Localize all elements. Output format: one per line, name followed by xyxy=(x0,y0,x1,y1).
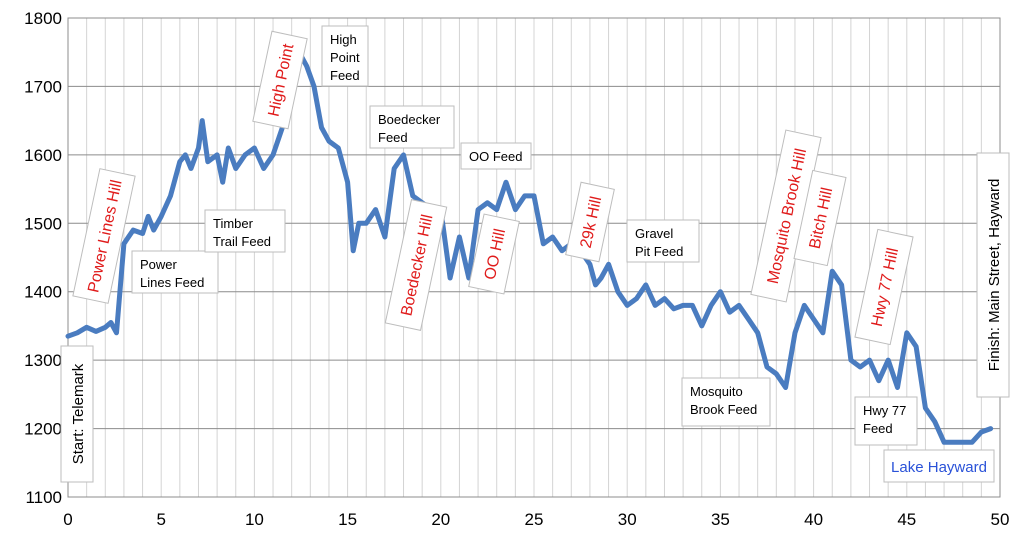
feed-box xyxy=(321,25,369,87)
feed-box xyxy=(131,250,219,294)
feed-box xyxy=(204,209,286,253)
feed-annotation: Power Lines Feed xyxy=(131,250,219,294)
hill-annotation: Boedecker Hill xyxy=(384,199,448,331)
start-label: Start: Telemark xyxy=(70,363,87,464)
hill-annotation: Bitch Hill xyxy=(793,169,847,267)
x-tick-label: 50 xyxy=(991,510,1010,529)
feed-annotation: Gravel Pit Feed xyxy=(626,219,700,263)
annotations: Power Lines Feed Timber Trail Feed High Point… xyxy=(60,25,1010,483)
feed-label: Gravel xyxy=(635,226,673,241)
y-tick-label: 1600 xyxy=(24,146,62,165)
series-line xyxy=(65,49,994,445)
feed-box xyxy=(626,219,700,263)
x-tick-label: 25 xyxy=(525,510,544,529)
feed-label: OO Feed xyxy=(469,149,522,164)
x-tick-label: 15 xyxy=(338,510,357,529)
x-tick-label: 30 xyxy=(618,510,637,529)
hill-box xyxy=(468,213,520,295)
feed-label: Point xyxy=(330,50,360,65)
feed-label: Trail Feed xyxy=(213,234,271,249)
feed-label: Feed xyxy=(863,421,893,436)
tick-labels: 1100 1200 1300 1400 1500 1600 1700 1800 0 5 10 15 20… xyxy=(24,9,1009,529)
feed-annotation: Mosquito Brook Feed xyxy=(681,377,771,427)
hill-annotation: Hwy 77 Hill xyxy=(854,228,914,346)
feed-annotation: Boedecker Feed xyxy=(369,105,455,149)
hill-box xyxy=(252,30,308,130)
y-tick-label: 1500 xyxy=(24,214,62,233)
x-tick-label: 45 xyxy=(897,510,916,529)
start-annotation: Start: Telemark xyxy=(60,345,94,483)
hill-annotation: 29k Hill xyxy=(565,181,615,263)
y-tick-label: 1700 xyxy=(24,77,62,96)
feed-label: Lines Feed xyxy=(140,275,204,290)
lake-box xyxy=(883,449,995,483)
feed-box xyxy=(681,377,771,427)
hill-box xyxy=(793,169,847,267)
x-tick-label: 40 xyxy=(804,510,823,529)
lake-label: Lake Hayward xyxy=(891,459,987,476)
feed-annotation: High Point Feed xyxy=(321,25,369,87)
feed-annotation: OO Feed xyxy=(460,142,532,170)
feed-annotation: Hwy 77 Feed xyxy=(854,396,918,446)
feed-label: Pit Feed xyxy=(635,244,683,259)
feed-label: Feed xyxy=(330,68,360,83)
finish-label: Finish: Main Street, Hayward xyxy=(986,179,1003,372)
hill-box xyxy=(72,168,136,304)
series-layer xyxy=(65,49,994,445)
x-tick-label: 5 xyxy=(156,510,165,529)
finish-box xyxy=(976,152,1010,398)
feed-annotation: Timber Trail Feed xyxy=(204,209,286,253)
feed-label: Boedecker xyxy=(378,112,441,127)
feed-box xyxy=(854,396,918,446)
hill-annotation: Power Lines Hill xyxy=(72,168,136,304)
feed-label: Feed xyxy=(378,130,408,145)
feed-label: Brook Feed xyxy=(690,402,757,417)
hill-box xyxy=(565,181,615,263)
feed-label: Power xyxy=(140,257,178,272)
x-tick-label: 20 xyxy=(431,510,450,529)
x-tick-label: 35 xyxy=(711,510,730,529)
feed-box xyxy=(369,105,455,149)
feed-label: Mosquito xyxy=(690,384,743,399)
y-tick-label: 1200 xyxy=(24,420,62,439)
hill-box xyxy=(854,228,914,346)
y-tick-label: 1100 xyxy=(25,488,62,507)
feed-box xyxy=(460,142,532,170)
finish-annotation: Finish: Main Street, Hayward xyxy=(976,152,1010,398)
x-tick-label: 0 xyxy=(63,510,72,529)
y-tick-label: 1800 xyxy=(24,9,62,28)
feed-label: Hwy 77 xyxy=(863,403,906,418)
start-box xyxy=(60,345,94,483)
feed-label: High xyxy=(330,32,357,47)
lake-annotation: Lake Hayward xyxy=(883,449,995,483)
hill-box xyxy=(384,199,448,331)
hill-annotation: OO Hill xyxy=(468,213,520,295)
y-tick-label: 1300 xyxy=(24,351,62,370)
x-tick-label: 10 xyxy=(245,510,264,529)
hill-annotation: High Point xyxy=(252,30,308,130)
y-tick-label: 1400 xyxy=(24,283,62,302)
feed-label: Timber xyxy=(213,216,254,231)
